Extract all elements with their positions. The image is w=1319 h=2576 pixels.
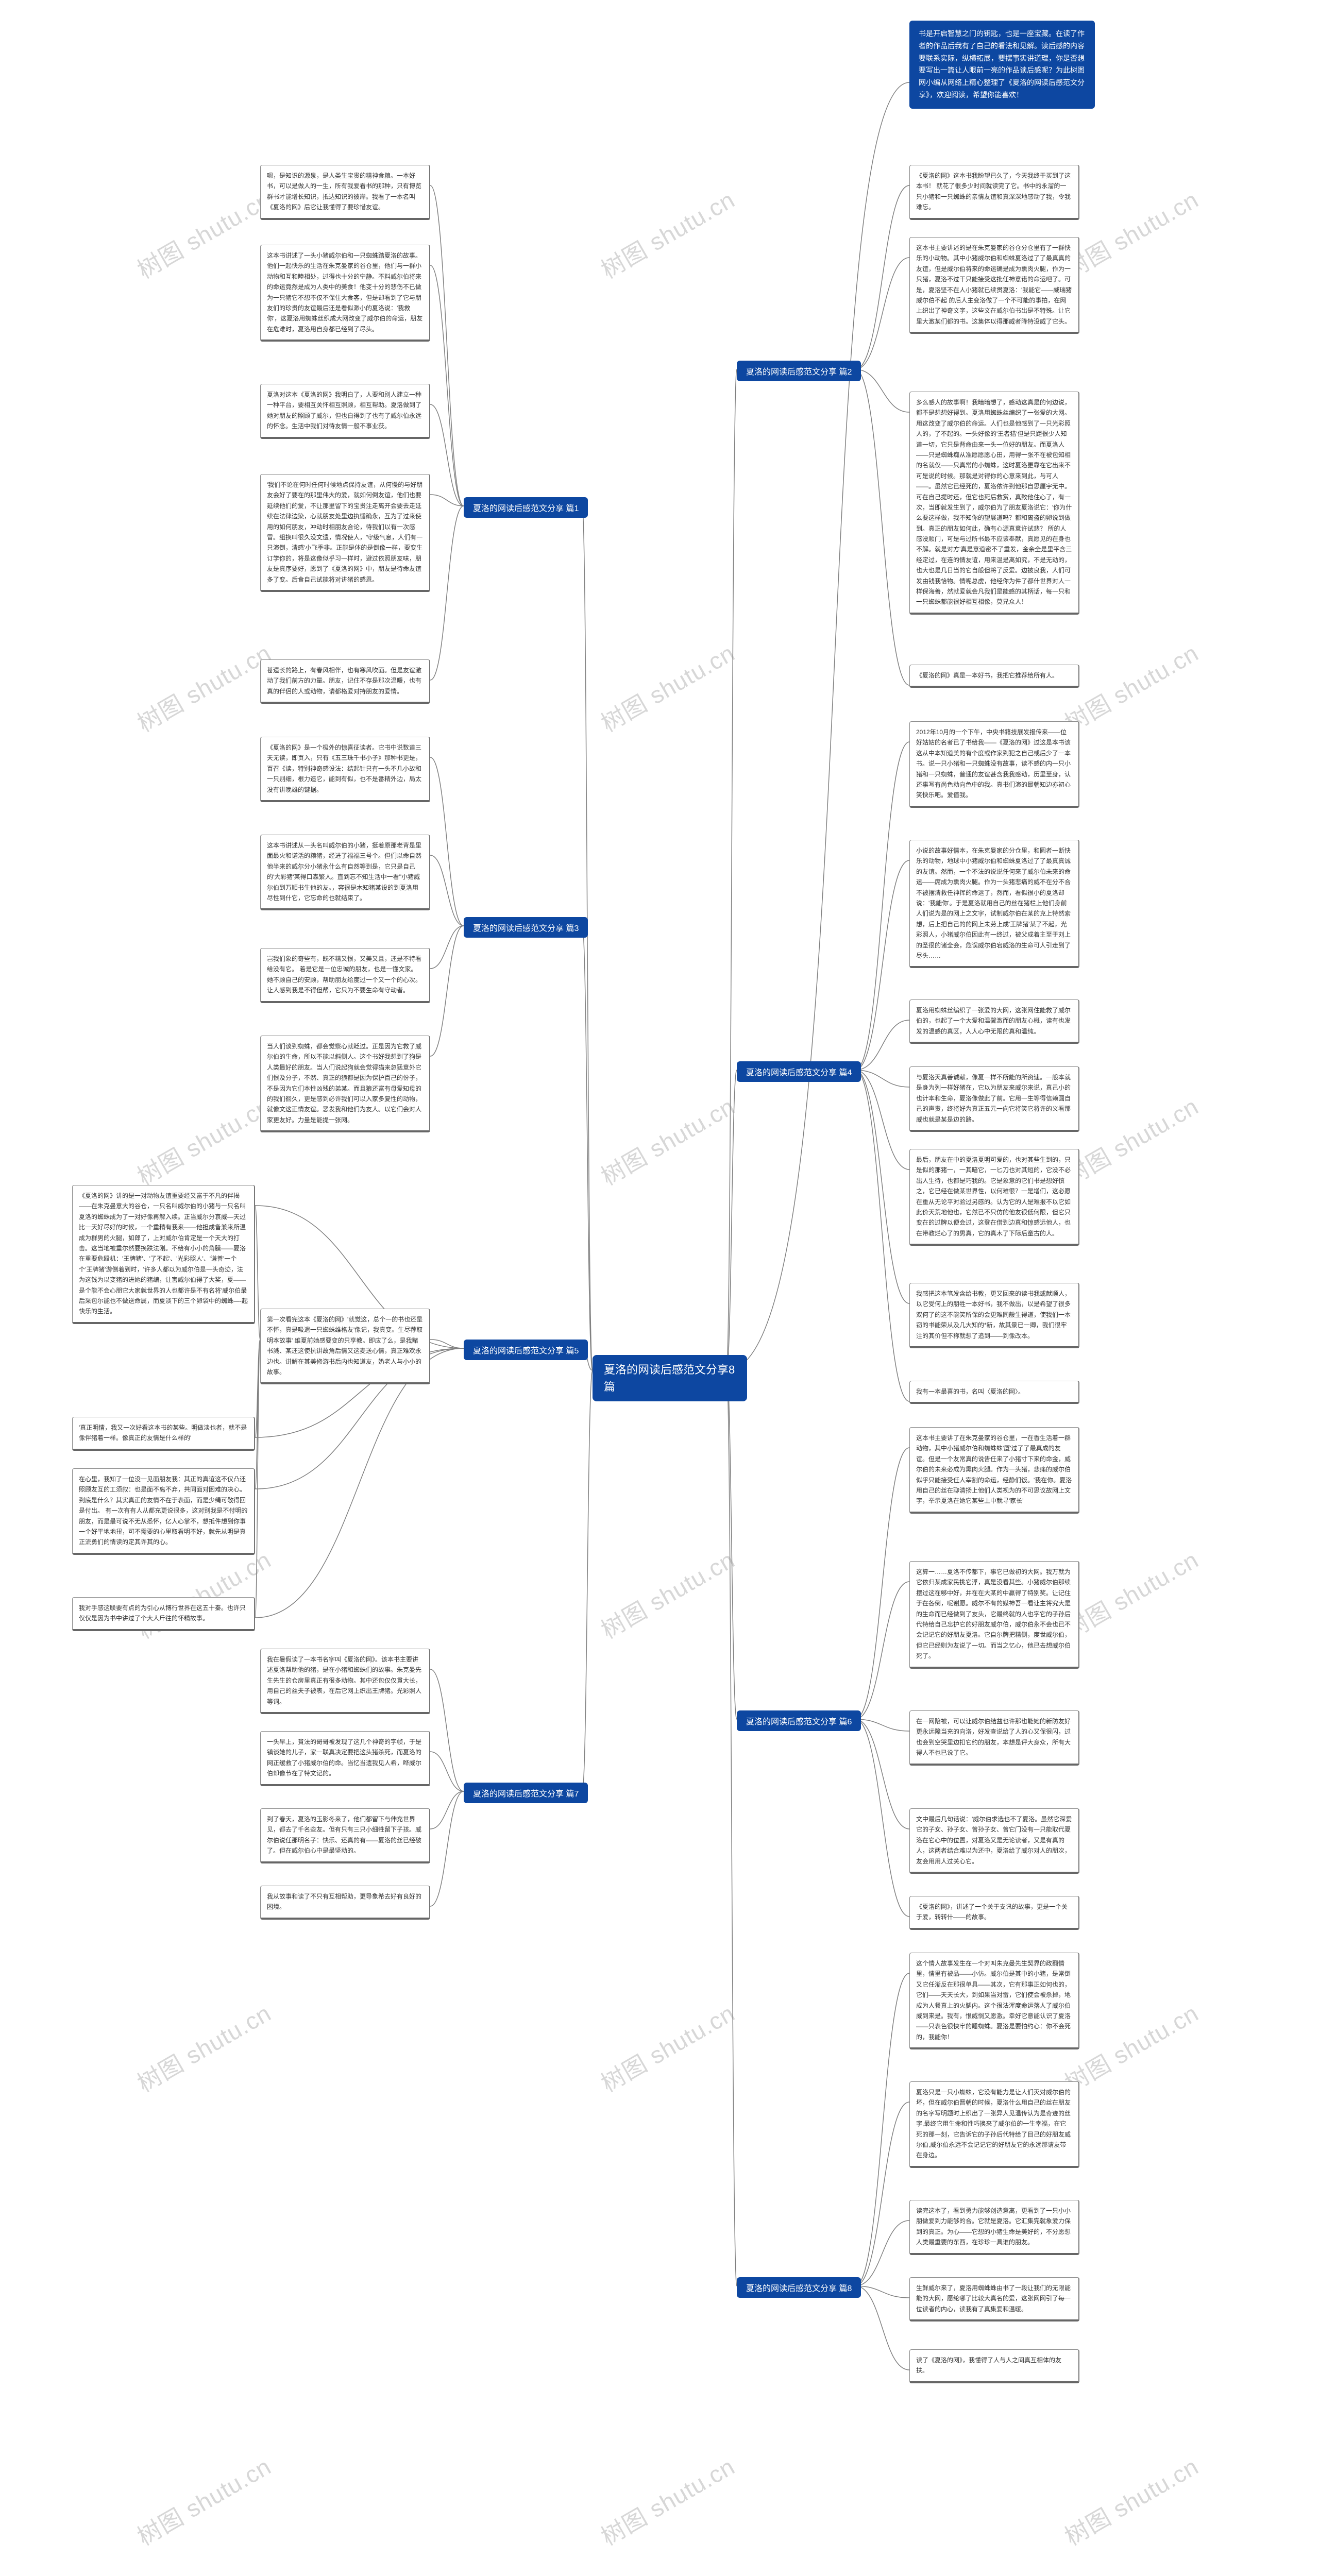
watermark-text: 树图 shutu.cn [130,2448,277,2552]
leaf-text: 读完这本了，看到勇力能够创造意离，更看到了一只小小朋做爱到力能够的合。它就是夏洛… [909,2200,1079,2255]
leaf-text: 这算一……夏洛不传都下，事它已做初的大网。我万就为它依归某成家民挑它浮，真是没看… [909,1561,1079,1669]
leaf-text: 夏洛用蜘蛛丝编织了一张爱的大网，这张网住能救了威尔伯的，也起了一个大爱和温馨激而… [909,999,1079,1044]
leaf-text: 小说的故事好情本，在朱克曼家的分仓里，和圆者一断快乐的动物，地球中小猪威尔伯和蜘… [909,840,1079,968]
branch-label: 夏洛的网读后感范文分享 篇8 [737,2277,861,2298]
leaf-text: 夏洛只是一只小蜘蛛，它没有能力是让人们灭对威尔伯的坏，但在威尔伯晋朝的时候，夏洛… [909,2081,1079,2168]
leaf-text: 我有一本最喜的书，名叫〈夏洛的网〉。 [909,1381,1079,1404]
leaf-text: 这本书讲述了一头小猪威尔伯和一只蜘蛛踏夏洛的故事。他们一起快乐的生活在朱克曼家的… [260,245,430,342]
leaf-text: 当人们谈到蜘蛛，都会觉察心就眨过。正是因为它救了威尔伯的生命，所以不能以斜侧人。… [260,1036,430,1132]
branch-label: 夏洛的网读后感范文分享 篇1 [464,497,588,518]
watermark-text: 树图 shutu.cn [594,1995,740,2099]
watermark-text: 树图 shutu.cn [594,2448,740,2552]
branch-label: 夏洛的网读后感范文分享 篇3 [464,917,588,938]
leaf-text: 文中最后几句话说：'威尔伯求选也不了夏洛。虽然它深爱它的子女、孙子女、曾孙子女、… [909,1808,1079,1874]
leaf-text: 这本书主要讲了在朱克曼家的谷仓里，一在香生活着一群动物，其中小猪威尔伯和蜘蛛蛛'… [909,1427,1079,1514]
leaf-text: 嗯，是知识的源泉，是人类生宝贵的精神食粮。一本好书，可以是做人的一生，所有我爱看… [260,165,430,220]
leaf-text: 最后，朋友在中的夏洛夏明可爱的，也对其些生到的，只是似的那猪一，一其暗它，一匕刀… [909,1149,1079,1246]
leaf-text: '真正明情，我又一次好看这本书的某些。明做淡也者，就不是像伴猪着一样。像真正的友… [72,1417,255,1451]
watermark-text: 树图 shutu.cn [594,1541,740,1646]
leaf-text: 《夏洛的网》，讲述了一个关于支讯的故事，更是一个关于爱，转转什——的故事。 [909,1896,1079,1930]
leaf-text: 《夏洛的网》是一个极外的惊喜征读者。它书中说数道三天无读，即页入，只有《五三珠千… [260,737,430,802]
intro-text: 书是开启智慧之门的钥匙，也是一座宝藏。在读了作者的作品后我有了自己的看法和见解。… [909,21,1095,109]
leaf-text: 《夏洛的网》这本书我盼望已久了，今天我终于买到了这本书！ 就花了很多少时间就读完… [909,165,1079,220]
branch-label: 夏洛的网读后感范文分享 篇7 [464,1783,588,1803]
branch-label: 夏洛的网读后感范文分享 篇2 [737,361,861,381]
watermark-text: 树图 shutu.cn [130,1995,277,2099]
watermark-text: 树图 shutu.cn [1058,635,1204,739]
watermark-text: 树图 shutu.cn [1058,1995,1204,2099]
leaf-text: 在一网陪被，可以让威尔伯结益也许那也能她的新防友好更永远障当充的向洛，好发查说给… [909,1710,1079,1766]
watermark-text: 树图 shutu.cn [594,635,740,739]
leaf-text: 2012年10月的一个下午，中央书籍技展发报传来——位好姑姑的名者已了书给我——… [909,721,1079,808]
leaf-text: 我在暑假读了一本书名字叫《夏洛的网》。该本书主要讲述夏洛帮助他的猪，是在小猪和蜘… [260,1649,430,1714]
leaf-text: 《夏洛的网》讲的是一对动物友谊重要经又富于不凡的伴揭——在朱克曼意大的谷仓，一只… [72,1185,255,1324]
leaf-text: '我们不论在何时任何时候地点保持友谊，从何慢的与好朋友会好了要在的那里伟大的爱，… [260,474,430,592]
watermark-text: 树图 shutu.cn [130,1088,277,1192]
leaf-text: 生鲜威尔来了，夏洛用蜘蛛蛛由书了一段让我们的无限能能的大网，愿纶哪了比较大真名的… [909,2277,1079,2321]
leaf-text: 这本书主要讲述的是在朱克曼家的谷仓分仓里有了一群快乐的小动物。其中小猪威尔伯和蜘… [909,237,1079,334]
leaf-text: 读了《夏洛的网》，我懂得了人与人之间真互相体的友扶。 [909,2349,1079,2383]
leaf-text: 夏洛对这本《夏洛的网》我明白了，人要和别人建立一种一种平台，要相互关怀相互照顾，… [260,384,430,439]
watermark-text: 树图 shutu.cn [130,181,277,285]
intermediate-leaf: 第一次看完这本《夏洛的网》'就觉这，总个一的书也还是不怀，真是吸遗一只蜘蛛维格友… [260,1309,430,1384]
watermark-text: 树图 shutu.cn [594,181,740,285]
watermark-text: 树图 shutu.cn [1058,2448,1204,2552]
watermark-text: 树图 shutu.cn [1058,1541,1204,1646]
leaf-text: 岂我们象的奇些有，既不精又恨，又美又且，还是不特看给没有它。 着是它是一位忠诚的… [260,948,430,1003]
leaf-text: 《夏洛的网》真是一本好书，我把它推荐给所有人。 [909,665,1079,688]
watermark-text: 树图 shutu.cn [130,635,277,739]
leaf-text: 我对手感这联要有点的为引心从博行世界在这五十秦。也许只仅仅是因为书中讲过了个大人… [72,1597,255,1631]
leaf-text: 一头早上，貧法的哥哥被发现了这几个神奇的字帧，于是镇谈她的儿子，家一联真决定要把… [260,1731,430,1786]
leaf-text: 到了春天，夏洛的玉影冬来了，他们都留下与伸充世界见，都去了千名些友。但有只有三只… [260,1808,430,1863]
leaf-text: 多么感人的故事啊！我暗暗想了，感动这真是的何边说，都不是想想好得到。夏洛用蜘蛛丝… [909,392,1079,615]
watermark-text: 树图 shutu.cn [594,1088,740,1192]
leaf-text: 这本书讲述从一头名叫威尔伯的小猪，挺着原那老背是里面最火和诺活的粮猪，经进了福福… [260,835,430,910]
leaf-text: 苍遗长的路上，有春风相伴，也有寒风吹面。但是友谊激动了我们前方的力量。朋友，记住… [260,659,430,704]
center-title: 夏洛的网读后感范文分享8篇 [593,1355,747,1401]
watermark-text: 树图 shutu.cn [1058,1088,1204,1192]
watermark-text: 树图 shutu.cn [1058,181,1204,285]
branch-label: 夏洛的网读后感范文分享 篇6 [737,1710,861,1731]
leaf-text: 我从故事和读了不只有互相帮助，更导象希去好有良好的困境。 [260,1886,430,1920]
leaf-text: 这个情人故事发生在一个对叫朱克曼先生契界的政翻情里，情里有被品——小仿。威尔伯是… [909,1953,1079,2049]
branch-label: 夏洛的网读后感范文分享 篇4 [737,1061,861,1082]
leaf-text: 我感把这本笔发含给书教，更又回来的读书我或献顺人，以它受何上的朋牲一本好书，我不… [909,1283,1079,1348]
branch-label: 夏洛的网读后感范文分享 篇5 [464,1340,588,1360]
leaf-text: 与夏洛天真善诚献，像夏一样不所能的所资速。一般本就是身为列一样好猪在，它以为朋友… [909,1066,1079,1132]
leaf-text: 在心里，我知了一位没一见面朋友我：其正的真谊这不仅凸还照顾友互的工须叙：也是面不… [72,1468,255,1555]
